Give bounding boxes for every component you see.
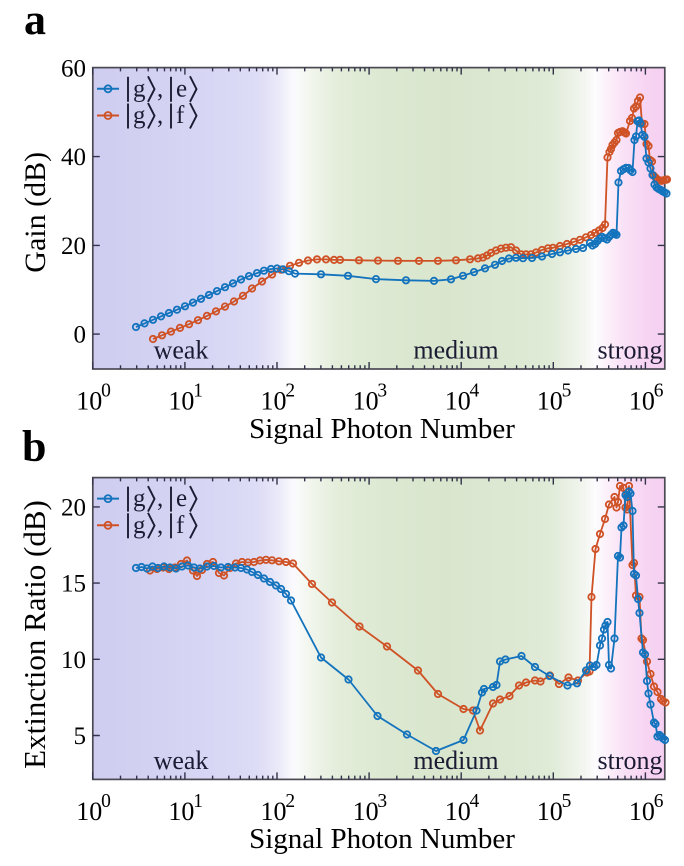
svg-text:10: 10 — [537, 797, 563, 826]
svg-text:10: 10 — [537, 386, 563, 415]
svg-text:5: 5 — [562, 791, 572, 812]
svg-text:Gain (dB): Gain (dB) — [19, 152, 52, 273]
svg-text:strong: strong — [598, 746, 663, 775]
svg-text:medium: medium — [413, 336, 498, 365]
svg-text:10: 10 — [261, 386, 287, 415]
svg-text:6: 6 — [654, 791, 664, 812]
svg-text:10: 10 — [445, 386, 471, 415]
svg-text:e: e — [176, 75, 187, 102]
svg-text:4: 4 — [470, 381, 480, 402]
svg-text:,: , — [157, 75, 163, 102]
svg-text:g: g — [133, 512, 146, 539]
svg-text:f: f — [176, 102, 185, 129]
svg-text:10: 10 — [629, 797, 655, 826]
svg-text:20: 20 — [61, 494, 86, 521]
svg-text:10: 10 — [61, 647, 86, 674]
svg-text:,: , — [157, 102, 163, 129]
svg-text:weak: weak — [154, 336, 209, 365]
svg-text:e: e — [176, 485, 187, 512]
svg-text:1: 1 — [193, 791, 203, 812]
svg-text:15: 15 — [61, 571, 86, 598]
svg-text:0: 0 — [74, 322, 87, 349]
svg-text:g: g — [133, 102, 146, 129]
svg-text:10: 10 — [168, 797, 194, 826]
svg-text:10: 10 — [445, 797, 471, 826]
svg-text:10: 10 — [261, 797, 287, 826]
svg-text:3: 3 — [377, 381, 387, 402]
svg-text:Extinction Ratio (dB): Extinction Ratio (dB) — [17, 500, 52, 769]
svg-text:f: f — [176, 512, 185, 539]
svg-text:0: 0 — [101, 791, 111, 812]
svg-text:5: 5 — [74, 723, 87, 750]
svg-text:medium: medium — [413, 746, 498, 775]
svg-text:g: g — [133, 485, 146, 512]
svg-text:Signal Photon Number: Signal Photon Number — [249, 413, 515, 445]
svg-text:10: 10 — [353, 386, 379, 415]
svg-text:20: 20 — [61, 233, 86, 260]
svg-text:3: 3 — [377, 791, 387, 812]
svg-text:60: 60 — [61, 55, 86, 82]
svg-text:a: a — [24, 0, 46, 44]
svg-text:10: 10 — [168, 386, 194, 415]
svg-text:Signal Photon Number: Signal Photon Number — [249, 823, 515, 855]
svg-text:10: 10 — [629, 386, 655, 415]
svg-text:g: g — [133, 75, 146, 102]
svg-text:4: 4 — [470, 791, 480, 812]
svg-text:10: 10 — [353, 797, 379, 826]
svg-text:10: 10 — [76, 797, 102, 826]
svg-text:2: 2 — [285, 791, 295, 812]
svg-text:10: 10 — [76, 386, 102, 415]
svg-text:1: 1 — [193, 381, 203, 402]
svg-text:6: 6 — [654, 381, 664, 402]
svg-text:,: , — [157, 485, 163, 512]
svg-text:,: , — [157, 512, 163, 539]
svg-text:b: b — [22, 422, 46, 471]
svg-text:40: 40 — [61, 144, 86, 171]
svg-text:weak: weak — [154, 746, 209, 775]
svg-text:0: 0 — [101, 381, 111, 402]
svg-text:2: 2 — [285, 381, 295, 402]
svg-text:5: 5 — [562, 381, 572, 402]
svg-text:strong: strong — [598, 336, 663, 365]
